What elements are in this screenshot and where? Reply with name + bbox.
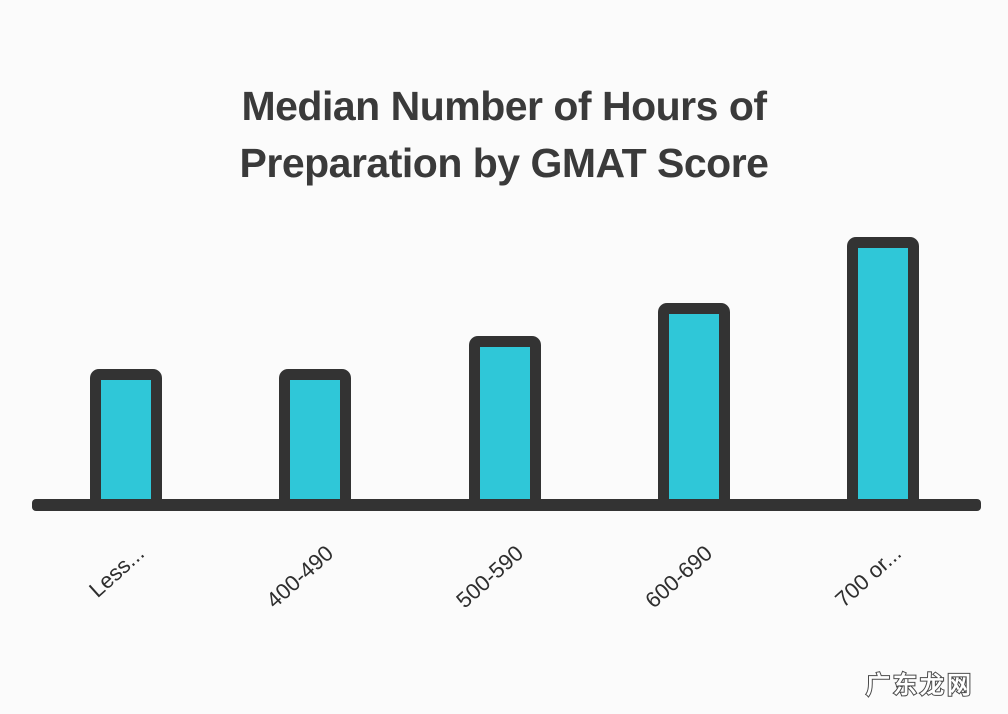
watermark: 广东龙网 xyxy=(865,671,974,700)
x-axis-label-1: Less... xyxy=(84,540,150,603)
chart-title: Median Number of Hours of Preparation by… xyxy=(0,78,1008,192)
bar-4 xyxy=(657,303,730,511)
chart-title-line2: Preparation by GMAT Score xyxy=(239,140,769,186)
bar-5 xyxy=(847,237,919,511)
bar-1 xyxy=(90,369,162,511)
x-axis-label-5: 700 or... xyxy=(830,540,907,613)
chart-title-line1: Median Number of Hours of xyxy=(241,83,767,129)
bar-3 xyxy=(468,336,541,511)
x-axis-label-4: 600-690 xyxy=(640,540,717,613)
x-axis-label-3: 500-590 xyxy=(450,540,528,613)
x-axis-label-2: 400-490 xyxy=(261,540,339,613)
bar-2 xyxy=(279,369,352,511)
x-axis-line xyxy=(32,499,981,511)
